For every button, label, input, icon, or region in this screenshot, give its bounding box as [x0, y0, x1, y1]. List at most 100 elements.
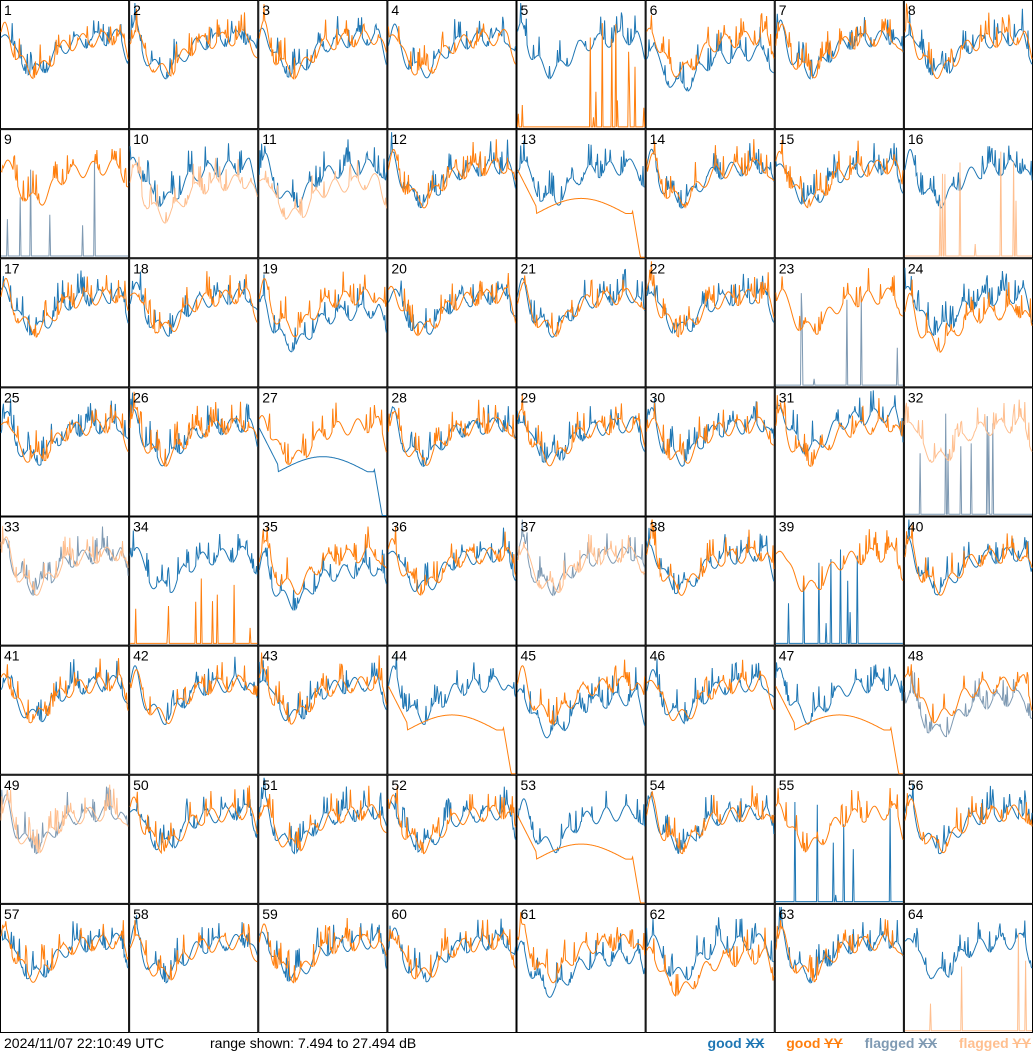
panel-58: 58 [129, 903, 259, 1033]
panel-62: 62 [645, 903, 775, 1033]
panel-label: 47 [779, 648, 795, 664]
series-yy [646, 785, 775, 855]
panel-frame [129, 129, 259, 259]
panel-frame [516, 0, 646, 130]
panel-7: 7 [774, 0, 904, 130]
panel-53: 53 [516, 774, 646, 904]
panel-frame [0, 0, 130, 130]
panel-label: 50 [133, 777, 149, 793]
panel-3: 3 [258, 0, 388, 130]
series-xx [258, 777, 387, 855]
panel-30: 30 [645, 387, 775, 517]
panel-label: 23 [779, 260, 795, 276]
series-xx [387, 654, 516, 725]
timestamp: 2024/11/07 22:10:49 UTC [4, 1035, 165, 1051]
panel-33: 33 [0, 516, 130, 646]
series-yy [775, 787, 904, 853]
series-yy [129, 156, 258, 224]
panel-frame [774, 645, 904, 775]
series-yy [517, 534, 646, 594]
series-yy [646, 261, 775, 338]
panel-frame [516, 258, 646, 388]
series-yy [0, 275, 129, 338]
series-yy [0, 148, 129, 206]
panel-frame [516, 129, 646, 259]
panel-frame [645, 258, 775, 388]
panel-23: 23 [774, 258, 904, 388]
legend: good XX good YY flagged XX flagged YY [690, 1033, 1031, 1053]
panel-40: 40 [903, 516, 1033, 646]
series-xx [517, 519, 646, 597]
series-yy [904, 525, 1033, 596]
panel-label: 10 [133, 131, 149, 147]
panel-11: 11 [258, 129, 388, 259]
panel-frame [645, 645, 775, 775]
panel-frame [774, 387, 904, 517]
panel-label: 36 [391, 519, 407, 535]
panel-label: 5 [521, 2, 529, 18]
series-xx [129, 530, 258, 594]
panel-frame [387, 774, 517, 904]
series-yy [258, 402, 387, 466]
series-yy [904, 279, 1033, 353]
series-xx [904, 920, 1033, 980]
panel-21: 21 [516, 258, 646, 388]
panel-frame [387, 0, 517, 130]
panel-frame [645, 903, 775, 1033]
series-yy [0, 658, 129, 724]
series-yy [129, 8, 258, 77]
panel-label: 52 [391, 777, 407, 793]
panel-label: 4 [391, 2, 399, 18]
panel-frame [129, 645, 259, 775]
panel-35: 35 [258, 516, 388, 646]
panel-37: 37 [516, 516, 646, 646]
panel-label: 22 [650, 260, 666, 276]
panel-49: 49 [0, 774, 130, 904]
panel-frame [0, 645, 130, 775]
panel-frame [645, 774, 775, 904]
series-yy [775, 529, 904, 593]
panel-label: 2 [133, 2, 141, 18]
panel-frame [258, 387, 388, 517]
panel-label: 55 [779, 777, 795, 793]
panel-label: 60 [391, 906, 407, 922]
panel-6: 6 [645, 0, 775, 130]
series-yy [258, 526, 387, 595]
series-xx [129, 271, 258, 337]
panel-18: 18 [129, 258, 259, 388]
panel-label: 13 [521, 131, 537, 147]
panel-frame [516, 903, 646, 1033]
panel-label: 1 [4, 2, 12, 18]
panel-label: 62 [650, 906, 666, 922]
series-xx [646, 273, 775, 334]
panel-24: 24 [903, 258, 1033, 388]
series-xx [775, 801, 903, 903]
panel-label: 8 [908, 2, 916, 18]
series-yy [904, 793, 1033, 854]
panel-frame [387, 645, 517, 775]
series-yy [904, 664, 1033, 724]
series-xx [258, 274, 387, 353]
series-xx [517, 268, 646, 338]
panel-61: 61 [516, 903, 646, 1033]
series-yy [0, 21, 129, 80]
panel-frame [0, 774, 130, 904]
panel-20: 20 [387, 258, 517, 388]
series-xx [517, 933, 646, 998]
series-yy [258, 160, 387, 220]
panel-label: 6 [650, 2, 658, 18]
panel-label: 39 [779, 519, 795, 535]
panel-56: 56 [903, 774, 1033, 904]
panel-frame [516, 516, 646, 646]
panel-55: 55 [774, 774, 904, 904]
series-yy [775, 18, 904, 79]
panel-frame [258, 258, 388, 388]
panel-label: 34 [133, 519, 149, 535]
series-yy [517, 169, 645, 258]
panel-label: 29 [521, 389, 537, 405]
series-yy [129, 271, 258, 334]
panel-label: 41 [4, 648, 20, 664]
series-yy [129, 920, 258, 981]
panel-label: 9 [4, 131, 12, 147]
series-xx [646, 658, 775, 725]
